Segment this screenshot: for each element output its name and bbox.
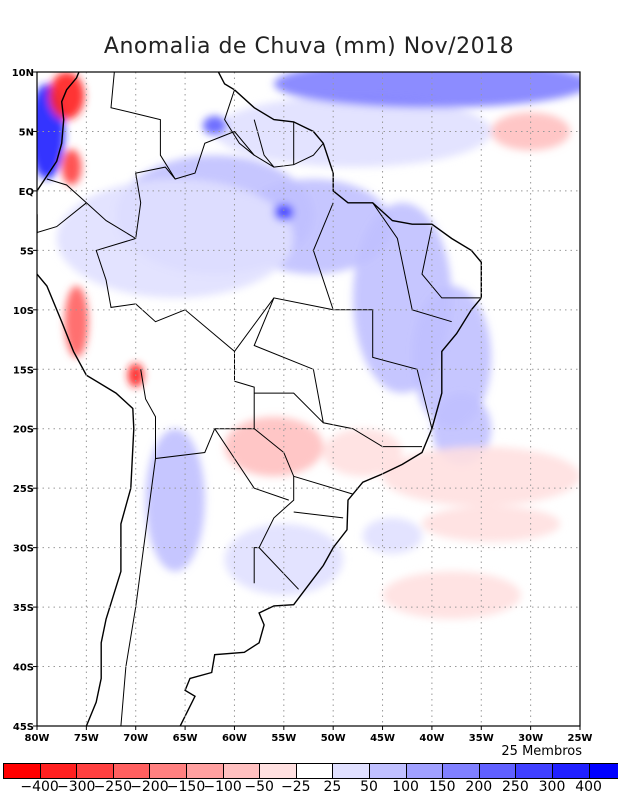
- x-tick-label: 40W: [419, 733, 444, 744]
- colorbar-label: −25: [281, 779, 311, 795]
- x-tick-label: 25W: [568, 733, 593, 744]
- members-label: 25 Membros: [501, 744, 582, 759]
- y-tick-label: EQ: [19, 187, 34, 198]
- colorbar-swatch: [443, 764, 480, 778]
- x-tick-label: 45W: [370, 733, 395, 744]
- negative-anomaly-area: [382, 446, 580, 507]
- negative-anomaly-area: [382, 571, 521, 619]
- colorbar-label: 400: [575, 779, 602, 795]
- x-tick-label: 30W: [518, 733, 543, 744]
- country-state-border: [224, 89, 255, 156]
- country-state-border: [421, 226, 482, 299]
- y-tick-label: 15S: [13, 365, 34, 376]
- colorbar: [3, 763, 618, 779]
- chart-title: Anomalia de Chuva (mm) Nov/2018: [103, 34, 515, 59]
- colorbar-swatch: [223, 764, 261, 778]
- country-state-border: [110, 72, 176, 180]
- positive-anomaly-area: [362, 517, 423, 554]
- colorbar-label: −50: [244, 779, 274, 795]
- colorbar-label: −100: [203, 779, 242, 795]
- y-tick-label: 25S: [13, 484, 34, 495]
- negative-anomaly-area: [491, 112, 571, 151]
- y-tick-label: 35S: [13, 603, 34, 614]
- colorbar-swatch: [77, 764, 114, 778]
- negative-anomaly-area: [48, 72, 85, 120]
- y-tick-label: 30S: [13, 544, 34, 555]
- y-tick-label: 10N: [12, 68, 34, 79]
- y-tick-label: 10S: [13, 306, 34, 317]
- plot-background: [37, 72, 580, 726]
- negative-anomaly-area: [422, 506, 561, 542]
- colorbar-swatch: [150, 764, 187, 778]
- x-tick-label: 35W: [469, 733, 494, 744]
- x-tick-label: 55W: [271, 733, 296, 744]
- colorbar-label: −300: [56, 779, 96, 795]
- positive-anomaly-area: [273, 203, 294, 221]
- country-state-border: [234, 297, 334, 352]
- colorbar-label: −250: [93, 779, 133, 795]
- colorbar-swatch: [406, 764, 444, 778]
- colorbar-label: 50: [360, 779, 378, 795]
- y-tick-label: 45S: [13, 722, 34, 733]
- country-state-border: [37, 202, 87, 233]
- negative-anomaly-area: [61, 149, 82, 185]
- colorbar-label: 150: [428, 779, 456, 795]
- colorbar-label: −200: [130, 779, 169, 795]
- y-tick-label: 5S: [20, 246, 34, 257]
- negative-anomaly-area: [224, 416, 324, 477]
- x-tick-label: 75W: [74, 733, 99, 744]
- colorbar-swatch: [369, 764, 407, 778]
- country-state-border: [254, 392, 324, 424]
- map-plot: 80W 75W 70W 65W 60W 55W 50W 45W 40W 35W 30W 25W 10N 5…: [12, 68, 593, 744]
- positive-anomaly-area: [273, 72, 580, 108]
- positive-anomaly-area: [145, 428, 205, 572]
- colorbar-label: −150: [166, 779, 206, 795]
- x-tick-label: 60W: [222, 733, 247, 744]
- colorbar-label: 200: [465, 779, 493, 795]
- positive-anomaly-area: [56, 179, 294, 298]
- colorbar-swatch: [4, 764, 41, 778]
- colorbar-swatch: [479, 764, 517, 778]
- colorbar-swatch: [552, 764, 590, 778]
- colorbar-label: 250: [502, 779, 529, 795]
- colorbar-swatch: [296, 764, 334, 778]
- positive-anomaly-area: [202, 115, 227, 136]
- colorbar-label: 100: [392, 779, 419, 795]
- colorbar-label: 300: [538, 779, 566, 795]
- country-state-border: [372, 202, 452, 323]
- colorbar-swatch: [186, 764, 224, 778]
- y-tick-label: 40S: [13, 663, 34, 674]
- colorbar-swatch: [113, 764, 151, 778]
- country-state-border: [293, 475, 354, 495]
- country-state-border: [293, 511, 344, 519]
- positive-anomaly-area: [412, 286, 492, 429]
- colorbar-swatch: [516, 764, 553, 778]
- plot-frame: [36, 71, 581, 727]
- colorbar-swatch: [260, 764, 297, 778]
- x-tick-label: 50W: [321, 733, 346, 744]
- colorbar-swatch: [333, 764, 370, 778]
- x-tick-label: 70W: [123, 733, 148, 744]
- colorbar-swatch: [40, 764, 78, 778]
- country-state-border: [120, 458, 156, 726]
- colorbar-label: 25: [323, 779, 342, 795]
- x-tick-label: 65W: [173, 733, 198, 744]
- colorbar-labels: −400 −300 −250 −200 −150 −100 −50 −25 25 50 100 150…: [0, 779, 618, 799]
- x-tick-label: 80W: [25, 733, 50, 744]
- y-tick-label: 20S: [13, 425, 34, 436]
- coastline: [37, 72, 482, 726]
- negative-anomaly-area: [64, 286, 89, 358]
- country-state-border: [214, 428, 289, 501]
- y-tick-label: 5N: [19, 127, 34, 138]
- colorbar-label: −400: [20, 779, 59, 795]
- colorbar-swatch: [589, 764, 618, 778]
